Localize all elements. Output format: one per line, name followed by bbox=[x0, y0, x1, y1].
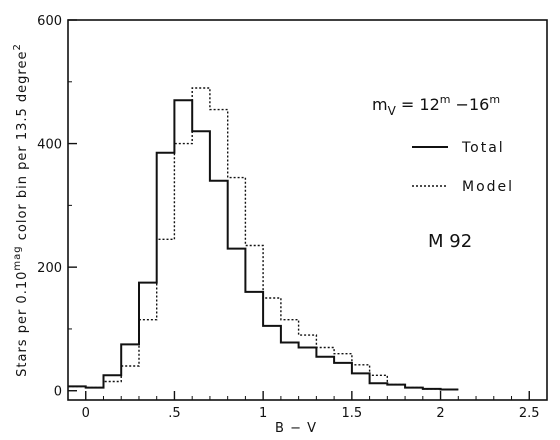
magnitude-sup2: m bbox=[489, 93, 500, 106]
y-tick-label: 0 bbox=[54, 385, 62, 400]
cluster-label: M 92 bbox=[428, 231, 472, 252]
axis-tick-labels: 0 .5 1 1.5 2 2.5 0 200 400 600 bbox=[37, 14, 539, 421]
x-tick-label: .5 bbox=[168, 406, 180, 421]
magnitude-sub: V bbox=[388, 104, 397, 118]
y-axis-label-prefix: Stars per 0.10 bbox=[15, 271, 30, 377]
plot-frame bbox=[67, 19, 548, 401]
magnitude-sup1: m bbox=[440, 93, 451, 106]
y-tick-label: 400 bbox=[37, 138, 62, 153]
x-tick-label: 2.5 bbox=[519, 406, 540, 421]
x-axis-label: B − V bbox=[275, 421, 317, 436]
magnitude-range-annotation: mV = 12m −16m bbox=[372, 93, 500, 118]
histogram-series bbox=[68, 87, 459, 391]
magnitude-dash: −16 bbox=[450, 95, 489, 114]
series-model-line bbox=[68, 87, 459, 391]
x-tick-label: 1.5 bbox=[342, 406, 363, 421]
legend-label-model: Model bbox=[462, 179, 514, 195]
x-tick-label: 0 bbox=[82, 406, 90, 421]
legend-label-total: Total bbox=[461, 140, 505, 156]
x-tick-label: 1 bbox=[259, 406, 267, 421]
magnitude-m: m bbox=[372, 95, 388, 114]
axis-ticks bbox=[68, 19, 530, 400]
y-axis-label-middle: color bin per 13.5 degree bbox=[15, 51, 30, 246]
y-axis-label-sup2: 2 bbox=[12, 43, 23, 50]
legend: Total Model bbox=[412, 140, 514, 195]
magnitude-eq: = 12 bbox=[396, 95, 440, 114]
y-tick-label: 200 bbox=[37, 261, 62, 276]
y-axis-label-sup1: mag bbox=[12, 245, 23, 270]
y-tick-label: 600 bbox=[37, 14, 62, 29]
y-axis-label: Stars per 0.10mag color bin per 13.5 deg… bbox=[12, 43, 30, 377]
x-tick-label: 2 bbox=[436, 406, 444, 421]
